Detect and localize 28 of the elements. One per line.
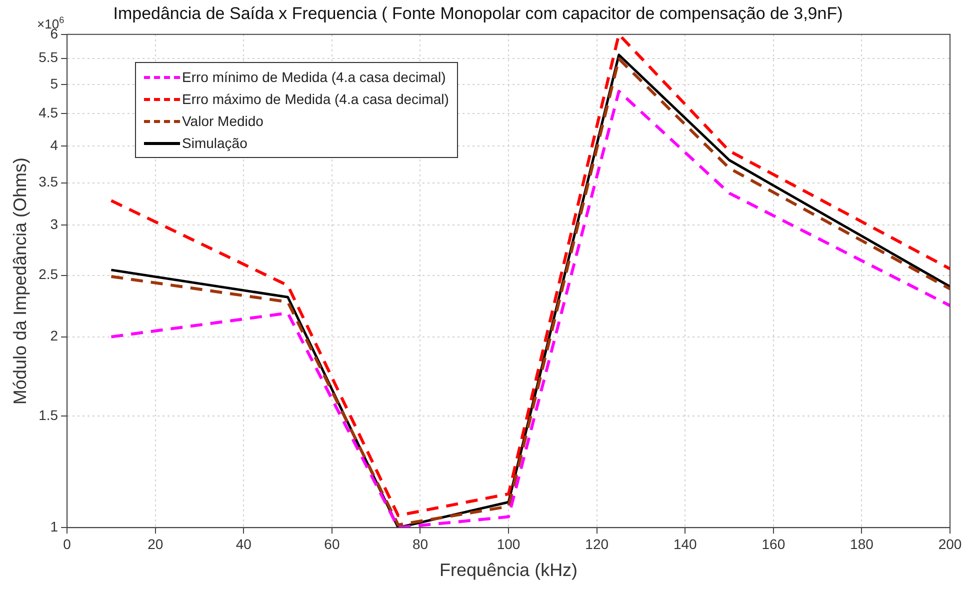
x-tick-label: 180 bbox=[850, 536, 874, 552]
y-tick-label: 2.5 bbox=[38, 266, 58, 282]
y-tick-label: 5 bbox=[50, 75, 58, 92]
y-tick-label: 4.5 bbox=[38, 104, 58, 120]
x-tick-label: 100 bbox=[496, 536, 520, 552]
legend-label: Valor Medido bbox=[182, 113, 264, 129]
legend-label: Erro mínimo de Medida (4.a casa decimal) bbox=[182, 69, 446, 85]
x-tick-label: 20 bbox=[148, 536, 164, 552]
chart-title: Impedância de Saída x Frequencia ( Fonte Monopolar com capacitor de compensação de 3,9nF) bbox=[113, 4, 843, 23]
legend-label: Simulação bbox=[182, 135, 248, 151]
x-tick-label: 80 bbox=[412, 536, 428, 552]
x-tick-label: 40 bbox=[236, 536, 252, 552]
y-tick-label: 2 bbox=[50, 328, 58, 344]
x-tick-label: 160 bbox=[762, 536, 786, 552]
x-tick-label: 60 bbox=[324, 536, 340, 552]
y-tick-label: 3 bbox=[50, 216, 58, 232]
legend-label: Erro máximo de Medida (4.a casa decimal) bbox=[182, 91, 449, 107]
x-tick-label: 200 bbox=[938, 536, 962, 552]
x-axis-title: Frequência (kHz) bbox=[440, 560, 578, 580]
y-tick-label: 1.5 bbox=[38, 406, 58, 423]
x-tick-label: 0 bbox=[63, 536, 72, 552]
y-tick-label: 4 bbox=[50, 136, 58, 153]
x-tick-label: 140 bbox=[673, 536, 698, 552]
y-tick-label: 5.5 bbox=[38, 49, 58, 66]
y-tick-label: 3.5 bbox=[38, 174, 58, 190]
y-tick-label: 1 bbox=[50, 518, 58, 534]
y-axis-title: Módulo da Impedância (Ohms) bbox=[10, 157, 30, 405]
x-tick-label: 120 bbox=[585, 536, 609, 552]
